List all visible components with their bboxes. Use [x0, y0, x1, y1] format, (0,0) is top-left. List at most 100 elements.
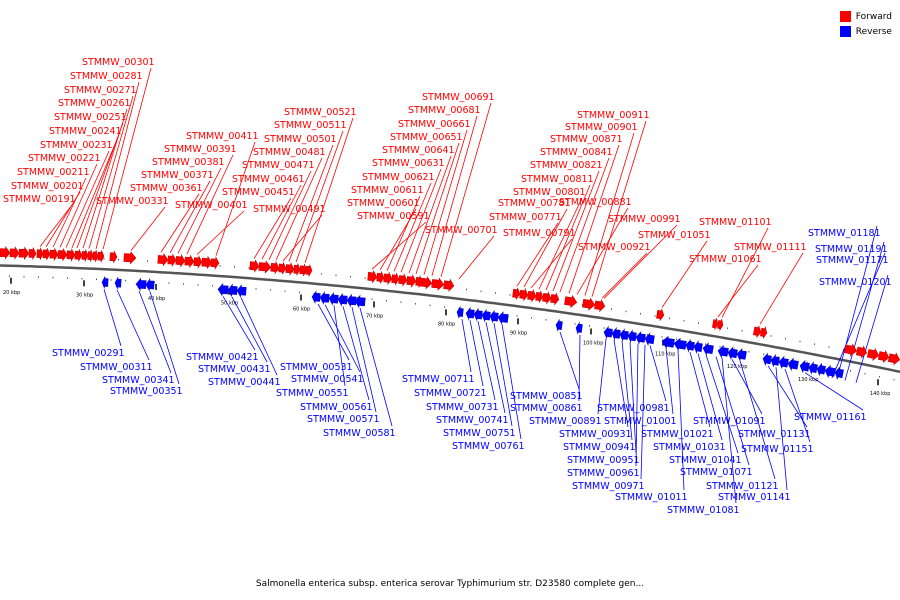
forward-gene: [431, 277, 445, 291]
reverse-gene-label: STMMW_00581: [323, 428, 396, 439]
reverse-gene: [778, 355, 789, 370]
leader-line: [295, 130, 344, 263]
leader-line: [59, 163, 98, 248]
reverse-gene: [673, 337, 687, 351]
gene-labels: STMMW_00191 STMMW_00201 STMMW_00211 STMMW_0…: [3, 57, 892, 516]
reverse-gene: [834, 366, 844, 380]
reverse-gene-label: STMMW_01001: [604, 416, 677, 427]
leader-line: [516, 222, 559, 287]
leader-line: [836, 225, 878, 380]
reverse-gene-label: STMMW_00761: [452, 441, 525, 452]
minor-tick: [683, 319, 685, 322]
forward-gene-label: STMMW_00681: [408, 105, 481, 116]
leader-line: [477, 321, 496, 401]
minor-tick: [284, 290, 286, 292]
reverse-gene: [816, 362, 826, 377]
label-leader-lines: [39, 67, 889, 504]
forward-gene-label: STMMW_00611: [351, 185, 424, 196]
reverse-gene: [770, 353, 780, 368]
minor-tick: [545, 319, 547, 321]
minor-tick: [255, 288, 257, 290]
minor-tick: [654, 315, 656, 317]
genome-caption: Salmonella enterica subsp. enterica sero…: [255, 579, 645, 589]
leader-line: [253, 197, 292, 259]
leader-line: [731, 359, 763, 415]
minor-tick: [118, 258, 119, 261]
leader-line: [400, 168, 442, 273]
reverse-gene: [575, 322, 583, 335]
minor-tick: [147, 260, 148, 262]
minor-tick: [96, 278, 97, 281]
leader-line: [721, 357, 737, 504]
reverse-gene: [497, 311, 509, 325]
forward-gene: [752, 325, 762, 338]
forward-gene-label: STMMW_00451: [222, 187, 295, 198]
forward-gene-label: STMMW_00241: [49, 126, 122, 137]
leader-line: [52, 177, 87, 248]
minor-tick: [509, 294, 511, 296]
leader-line: [559, 331, 580, 390]
reverse-gene-label: STMMW_00731: [426, 402, 499, 413]
forward-gene-label: STMMW_00381: [152, 157, 225, 168]
reverse-gene-label: STMMW_00851: [510, 391, 583, 402]
forward-gene: [270, 260, 280, 275]
minor-tick: [212, 285, 213, 287]
leader-line: [177, 167, 222, 254]
minor-tick: [734, 348, 735, 350]
forward-gene: [42, 247, 51, 261]
leader-line: [196, 210, 245, 255]
forward-gene: [406, 274, 417, 288]
forward-gene-label: STMMW_00271: [64, 85, 137, 96]
leader-line: [65, 150, 110, 248]
leader-line: [767, 365, 808, 428]
reverse-gene: [824, 364, 836, 379]
minor-tick: [785, 337, 786, 340]
leader-line: [138, 290, 172, 374]
genome-axis: [0, 264, 900, 374]
forward-gene: [0, 245, 11, 260]
reverse-gene: [236, 284, 247, 298]
leader-line: [458, 235, 495, 280]
forward-gene: [383, 271, 393, 286]
minor-tick: [495, 292, 496, 294]
minor-tick: [669, 317, 670, 320]
leader-line: [222, 296, 256, 351]
minor-tick: [110, 279, 112, 281]
leader-line: [717, 264, 759, 318]
forward-gene: [527, 288, 537, 303]
leader-line: [261, 184, 302, 260]
reverse-gene-label: STMMW_00741: [436, 415, 509, 426]
leader-line: [304, 117, 354, 263]
leader-line: [95, 81, 140, 249]
forward-gene: [92, 249, 99, 263]
forward-gene: [87, 249, 94, 262]
minor-tick: [698, 322, 699, 324]
minor-tick: [248, 267, 250, 269]
minor-tick: [763, 353, 764, 356]
forward-gene-label: STMMW_00881: [559, 197, 632, 208]
minor-tick: [466, 288, 467, 291]
tick-label: 120 kbp: [727, 364, 747, 370]
forward-gene-label: STMMW_00621: [362, 172, 435, 183]
reverse-gene: [217, 282, 229, 297]
forward-gene: [582, 297, 596, 311]
minor-tick: [444, 306, 445, 308]
reverse-gene: [685, 338, 695, 353]
minor-tick: [611, 308, 612, 310]
reverse-gene: [489, 309, 499, 324]
forward-gene-label: STMMW_00701: [425, 225, 498, 236]
forward-gene: [258, 260, 272, 274]
leader-line: [501, 324, 522, 440]
leader-line: [88, 95, 134, 249]
leader-line: [523, 208, 568, 288]
forward-gene-label: STMMW_00251: [54, 112, 127, 123]
leader-line: [759, 252, 804, 325]
leader-line: [130, 206, 166, 251]
leader-line: [240, 297, 278, 376]
tick-label: 30 kbp: [76, 292, 93, 298]
leader-line: [169, 180, 211, 253]
leader-line: [324, 304, 361, 373]
leader-line: [697, 353, 723, 441]
minor-tick: [806, 361, 808, 364]
